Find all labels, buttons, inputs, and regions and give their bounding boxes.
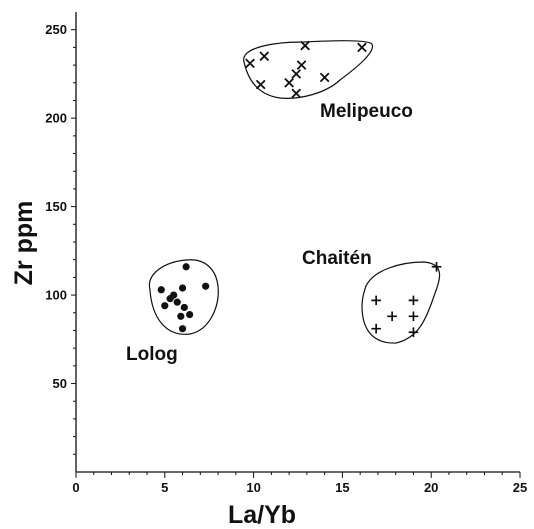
x-tick-label: 20 [424,480,438,495]
group-envelopes [148,40,441,344]
data-point-x [259,51,270,62]
melipeuco-envelope [243,40,374,99]
data-point-dot [178,325,187,333]
data-point-x [284,77,294,88]
data-point-x [291,69,302,79]
data-point-plus [408,311,419,322]
data-point-plus [408,295,419,306]
lolog-envelope [148,259,219,335]
data-point-x [319,72,330,83]
axes [75,12,520,473]
data-point-plus [387,311,397,322]
x-tick-label: 5 [161,480,168,495]
data-point-dot [173,298,181,306]
data-point-x [296,60,307,70]
y-tick-label: 50 [53,376,67,391]
data-point-plus [431,261,442,272]
x-tick-label: 25 [513,480,527,495]
data-point-dot [202,282,210,290]
data-point-x [255,79,266,90]
x-tick-label: 0 [72,480,79,495]
data-point-dot [157,286,165,294]
x-tick-label: 15 [335,480,349,495]
data-point-dot [178,284,187,292]
x-tick-label: 10 [246,480,260,495]
y-axis-title: Zr ppm [10,201,38,286]
y-tick-label: 200 [45,111,67,126]
x-ticks: 0 5 10 15 20 25 [72,472,527,495]
data-point-dot [180,303,188,312]
data-point-dot [186,310,194,319]
data-point-x [291,88,302,99]
data-point-x [300,40,310,51]
data-points [157,40,442,338]
data-point-dot [161,302,169,310]
lolog-label: Lolog [126,344,178,365]
group-labels: Melipeuco Chaitén Lolog [126,101,413,365]
y-tick-label: 250 [45,22,67,37]
y-tick-label: 100 [45,288,67,303]
y-tick-label: 150 [45,199,67,214]
data-point-dot [177,312,185,320]
data-point-plus [408,327,419,338]
data-point-dot [182,263,190,271]
data-point-x [245,58,255,69]
chaiten-envelope [361,261,441,344]
chaiten-label: Chaitén [302,248,372,269]
data-point-x [357,42,367,53]
y-ticks: 50 100 150 200 250 [45,22,76,455]
data-point-plus [371,295,381,306]
x-axis-title: La/Yb [228,501,296,529]
melipeuco-label: Melipeuco [320,101,413,122]
data-point-plus [371,323,381,334]
data-point-dot [170,291,178,299]
